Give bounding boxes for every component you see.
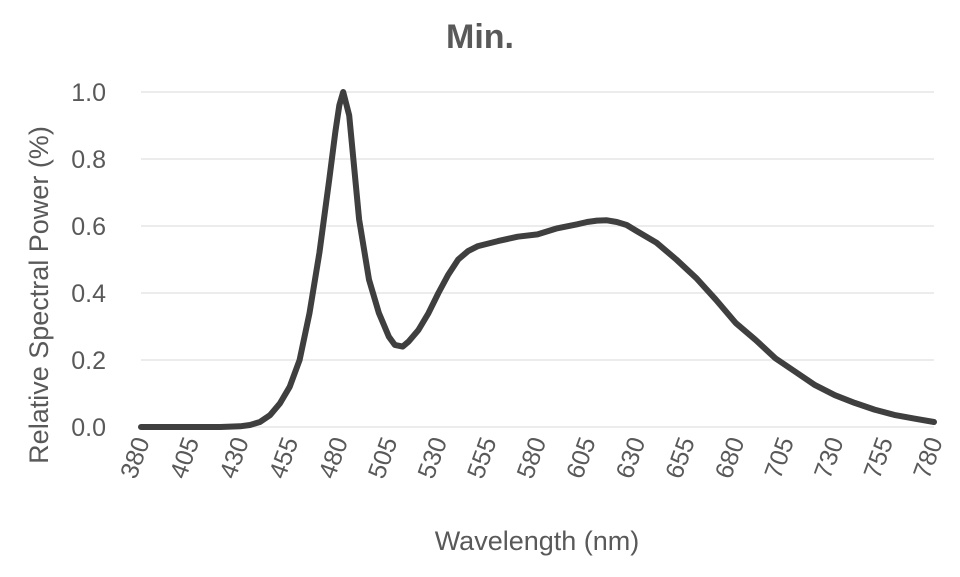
x-tick-label: 655: [660, 433, 701, 482]
x-tick-label: 455: [264, 433, 305, 482]
series-layer: [138, 89, 937, 430]
x-tick-label: 755: [858, 433, 899, 482]
x-tick-label: 705: [759, 433, 800, 482]
y-axis-label: Relative Spectral Power (%): [24, 126, 54, 464]
x-tick-label: 680: [710, 433, 751, 482]
x-tick-label: 555: [462, 433, 503, 482]
x-tick-label: 605: [561, 433, 602, 482]
x-tick-label: 780: [908, 433, 949, 482]
y-tick-label: 0.6: [71, 213, 106, 241]
y-tick-label: 1.0: [71, 79, 106, 107]
x-axis-ticks: 380 405 430 455 480 505 530 555 580 605 630 655 680 7…: [115, 433, 949, 482]
y-tick-label: 0.0: [71, 414, 106, 442]
y-tick-label: 0.8: [71, 146, 106, 174]
x-tick-label: 480: [313, 433, 354, 482]
chart-title: Min.: [446, 18, 514, 56]
x-axis-label: Wavelength (nm): [435, 526, 640, 556]
x-tick-label: 380: [115, 433, 156, 482]
y-tick-label: 0.2: [71, 347, 106, 375]
series-line-0: [138, 89, 937, 430]
x-tick-label: 405: [165, 433, 206, 482]
x-tick-label: 430: [214, 433, 255, 482]
x-tick-label: 505: [363, 433, 404, 482]
gridlines: [141, 91, 934, 428]
x-tick-label: 630: [611, 433, 652, 482]
y-axis-ticks: 0.0 0.2 0.4 0.6 0.8 1.0: [71, 79, 106, 442]
y-tick-label: 0.4: [71, 280, 106, 308]
x-tick-label: 580: [512, 433, 553, 482]
x-tick-label: 730: [809, 433, 850, 482]
x-tick-label: 530: [412, 433, 453, 482]
